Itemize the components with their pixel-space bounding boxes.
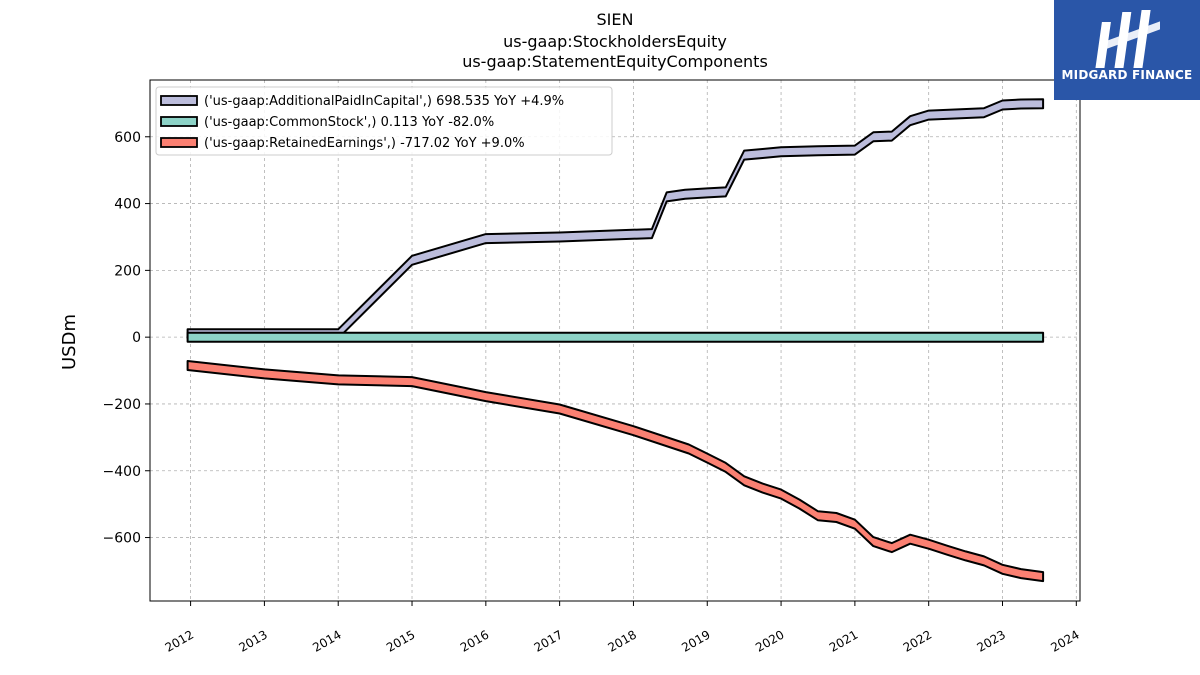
y-tick-label: 200 [114, 263, 141, 279]
legend-swatch-1 [160, 116, 198, 127]
x-tick-label: 2024 [1048, 627, 1081, 654]
legend-label-1: ('us-gaap:CommonStock',) 0.113 YoY -82.0… [204, 115, 494, 130]
x-tick-label: 2013 [236, 627, 269, 654]
midgard-m-logo-icon [1095, 10, 1160, 68]
y-tick-label: 400 [114, 197, 141, 213]
y-tick-label: −400 [103, 464, 141, 480]
chart-subtitle-2: us-gaap:StatementEquityComponents [462, 52, 768, 71]
x-tick-label: 2018 [605, 627, 638, 654]
x-tick-label: 2023 [975, 627, 1008, 654]
legend-swatch-2 [160, 137, 198, 148]
brand-logo: MIDGARD FINANCE [1054, 0, 1200, 100]
x-tick-label: 2019 [679, 627, 712, 654]
x-tick-label: 2020 [753, 627, 786, 654]
legend-swatch-0 [160, 95, 198, 106]
chart-title: SIEN [596, 10, 634, 29]
x-tick-label: 2012 [163, 627, 196, 654]
logo-text: MIDGARD FINANCE [1061, 68, 1193, 82]
series-band-2 [186, 360, 1045, 583]
x-tick-label: 2014 [310, 627, 343, 654]
series-band-0 [186, 98, 1045, 340]
y-tick-label: −200 [103, 397, 141, 413]
x-tick-label: 2015 [384, 627, 417, 654]
series-band-1 [186, 331, 1045, 343]
legend-label-2: ('us-gaap:RetainedEarnings',) -717.02 Yo… [204, 136, 525, 151]
chart-subtitle-1: us-gaap:StockholdersEquity [503, 32, 727, 51]
y-axis-label: USDm [59, 314, 80, 370]
x-tick-label: 2021 [827, 627, 860, 654]
y-tick-label: 600 [114, 130, 141, 146]
legend-box [155, 86, 613, 156]
x-tick-label: 2017 [532, 627, 565, 654]
x-tick-label: 2022 [901, 627, 934, 654]
y-tick-label: −600 [103, 531, 141, 547]
plot-frame [149, 79, 1081, 602]
legend-label-0: ('us-gaap:AdditionalPaidInCapital',) 698… [204, 94, 564, 109]
y-tick-label: 0 [132, 330, 141, 346]
x-tick-label: 2016 [458, 627, 491, 654]
